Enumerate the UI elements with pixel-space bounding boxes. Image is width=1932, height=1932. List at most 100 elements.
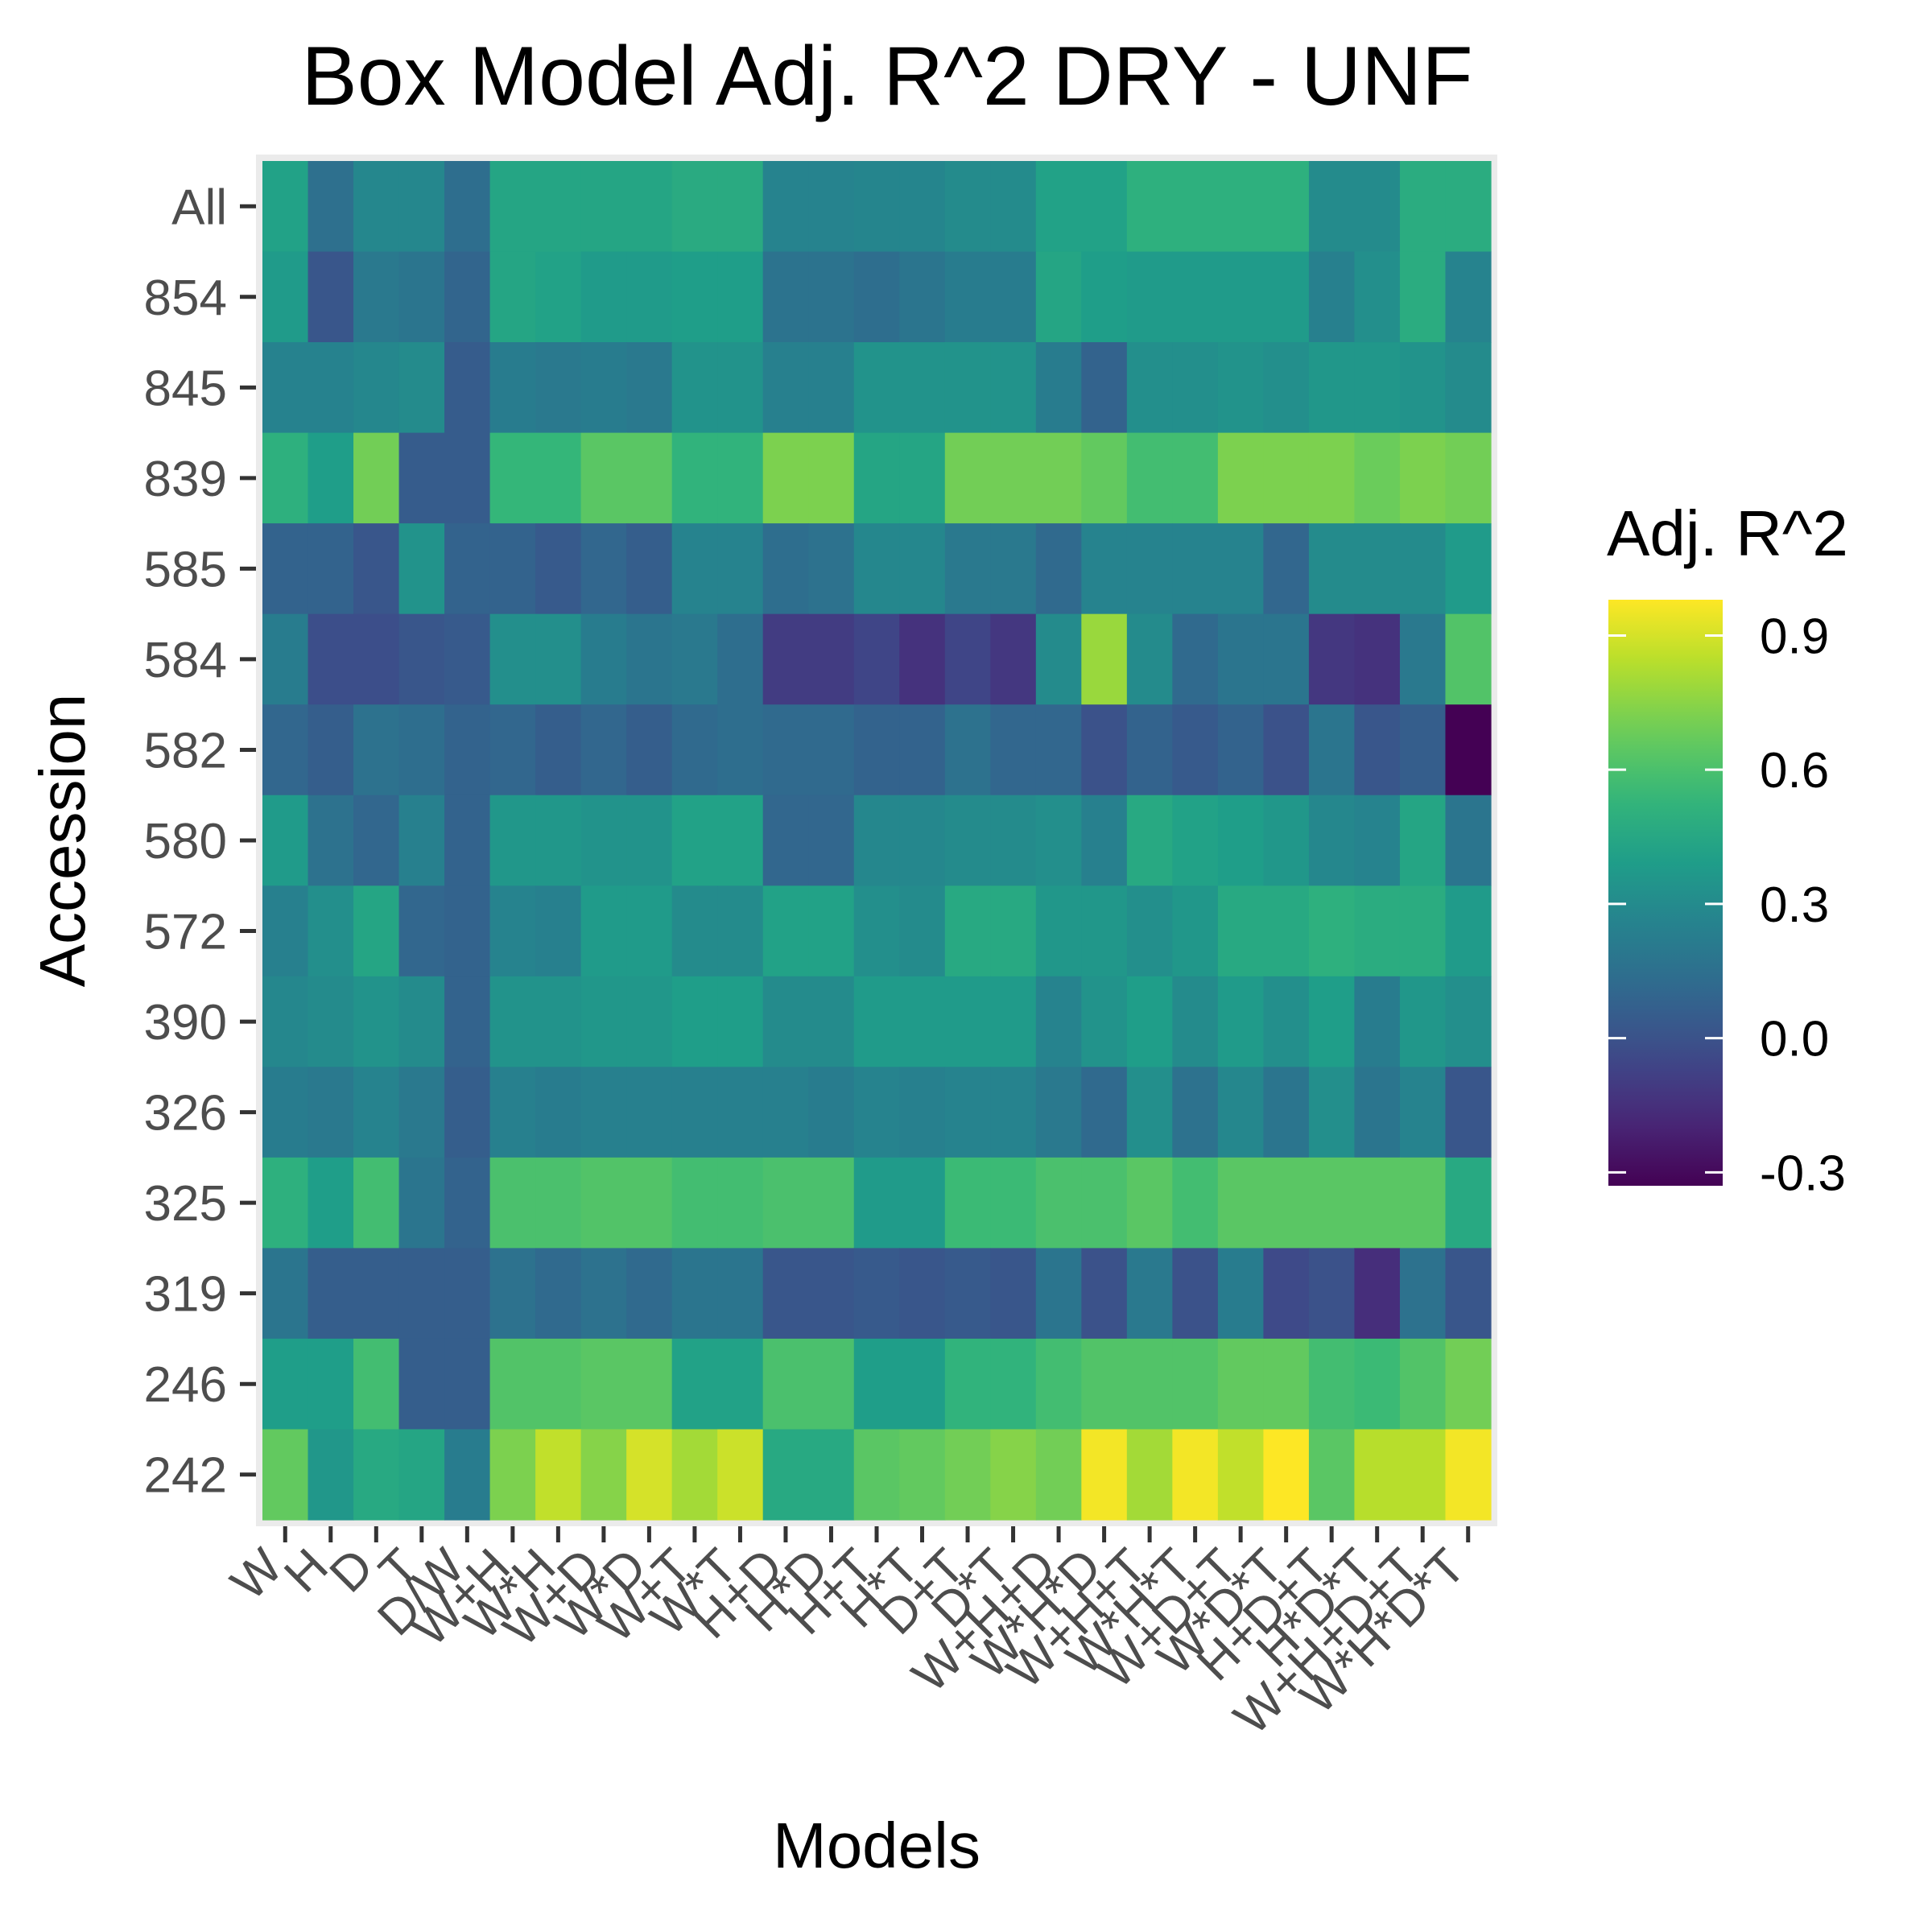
heatmap-cell bbox=[580, 342, 627, 434]
heatmap-cell bbox=[444, 161, 491, 253]
heatmap-cell bbox=[1354, 613, 1401, 705]
heatmap-cell bbox=[1445, 161, 1492, 253]
heatmap-cell bbox=[308, 886, 354, 977]
heatmap-cell bbox=[1263, 1429, 1310, 1521]
heatmap-cell bbox=[535, 342, 582, 434]
heatmap-cell bbox=[1172, 342, 1219, 434]
heatmap-cell bbox=[853, 613, 900, 705]
heatmap-cell bbox=[580, 161, 627, 253]
heatmap-cell bbox=[353, 251, 400, 343]
heatmap-cell bbox=[1445, 1429, 1492, 1521]
heatmap-cell bbox=[1217, 342, 1265, 434]
heatmap-cell bbox=[1399, 704, 1447, 796]
heatmap-cell bbox=[808, 432, 855, 524]
heatmap-cell bbox=[899, 1338, 946, 1430]
heatmap-cell bbox=[1035, 1429, 1082, 1521]
heatmap-cell bbox=[1354, 1429, 1401, 1521]
heatmap-cell bbox=[308, 613, 354, 705]
heatmap-cell bbox=[353, 161, 400, 253]
heatmap-cell bbox=[899, 251, 946, 343]
heatmap-cell bbox=[944, 704, 991, 796]
heatmap-cell bbox=[1172, 613, 1219, 705]
heatmap-cell bbox=[899, 161, 946, 253]
heatmap-cell bbox=[990, 704, 1037, 796]
heatmap-cell bbox=[944, 976, 991, 1067]
heatmap-cell bbox=[808, 1157, 855, 1249]
heatmap-cell bbox=[489, 976, 536, 1067]
heatmap-cell bbox=[398, 1248, 445, 1340]
heatmap-cell bbox=[990, 1067, 1037, 1158]
heatmap-cell bbox=[1308, 1248, 1356, 1340]
heatmap-cell bbox=[626, 432, 673, 524]
heatmap-cell bbox=[1354, 795, 1401, 886]
heatmap-cell bbox=[580, 1248, 627, 1340]
heatmap-cell bbox=[717, 251, 764, 343]
heatmap-cell bbox=[990, 886, 1037, 977]
heatmap-cell bbox=[990, 976, 1037, 1067]
heatmap-cell bbox=[1081, 1248, 1128, 1340]
heatmap-cell bbox=[717, 1248, 764, 1340]
heatmap-cell bbox=[262, 432, 309, 524]
heatmap-cell bbox=[762, 1157, 809, 1249]
heatmap-cell bbox=[580, 886, 627, 977]
heatmap-cell bbox=[671, 432, 718, 524]
heatmap-cell bbox=[626, 1338, 673, 1430]
heatmap-cell bbox=[717, 523, 764, 615]
heatmap-cell bbox=[444, 523, 491, 615]
heatmap-cell bbox=[1126, 613, 1173, 705]
heatmap-cell bbox=[944, 161, 991, 253]
heatmap-cell bbox=[626, 613, 673, 705]
chart-title: Box Model Adj. R^2 DRY - UNF bbox=[301, 30, 1472, 123]
heatmap-cell bbox=[762, 251, 809, 343]
heatmap-cell bbox=[1081, 886, 1128, 977]
heatmap-cell bbox=[990, 161, 1037, 253]
heatmap-cell bbox=[353, 886, 400, 977]
heatmap-cell bbox=[1217, 251, 1265, 343]
y-axis: All 854 845 839 585 584 582 580 572 390 326 325 319 2… bbox=[144, 180, 256, 1504]
heatmap-cell bbox=[262, 251, 309, 343]
heatmap-cell bbox=[489, 1338, 536, 1430]
heatmap-cell bbox=[671, 161, 718, 253]
heatmap-cell bbox=[580, 523, 627, 615]
heatmap-cell bbox=[853, 1248, 900, 1340]
heatmap-cell bbox=[262, 1067, 309, 1158]
heatmap-cell bbox=[580, 1429, 627, 1521]
heatmap-cell bbox=[1354, 1157, 1401, 1249]
heatmap-cell bbox=[1035, 795, 1082, 886]
heatmap-cell bbox=[808, 342, 855, 434]
heatmap-cell bbox=[1217, 1429, 1265, 1521]
heatmap-cell bbox=[990, 523, 1037, 615]
heatmap-cell bbox=[1263, 976, 1310, 1067]
heatmap-cell bbox=[671, 613, 718, 705]
heatmap-cell bbox=[398, 704, 445, 796]
heatmap-cell bbox=[308, 704, 354, 796]
heatmap-cell bbox=[1445, 976, 1492, 1067]
heatmap-cell bbox=[1217, 523, 1265, 615]
y-tick-label: 854 bbox=[144, 270, 227, 326]
heatmap-cell bbox=[626, 251, 673, 343]
heatmap-cell bbox=[1354, 704, 1401, 796]
heatmap-cell bbox=[762, 523, 809, 615]
heatmap-cell bbox=[398, 795, 445, 886]
heatmap-cell bbox=[580, 1338, 627, 1430]
heatmap-cell bbox=[1263, 704, 1310, 796]
heatmap-cell bbox=[489, 251, 536, 343]
heatmap-cell bbox=[1172, 704, 1219, 796]
heatmap-cell bbox=[262, 795, 309, 886]
heatmap-cell bbox=[1354, 1067, 1401, 1158]
heatmap-cell bbox=[671, 1429, 718, 1521]
heatmap-cell bbox=[626, 886, 673, 977]
heatmap-cell bbox=[398, 1338, 445, 1430]
heatmap-cell bbox=[944, 251, 991, 343]
heatmap-cell bbox=[398, 523, 445, 615]
heatmap-cell bbox=[853, 1338, 900, 1430]
heatmap-cell bbox=[1399, 432, 1447, 524]
heatmap-cell bbox=[1308, 432, 1356, 524]
y-tick-label: 390 bbox=[144, 995, 227, 1051]
heatmap-cell bbox=[489, 161, 536, 253]
heatmap-cell bbox=[1126, 886, 1173, 977]
heatmap-cell bbox=[308, 976, 354, 1067]
heatmap-cell bbox=[944, 1338, 991, 1430]
heatmap-cell bbox=[1354, 886, 1401, 977]
